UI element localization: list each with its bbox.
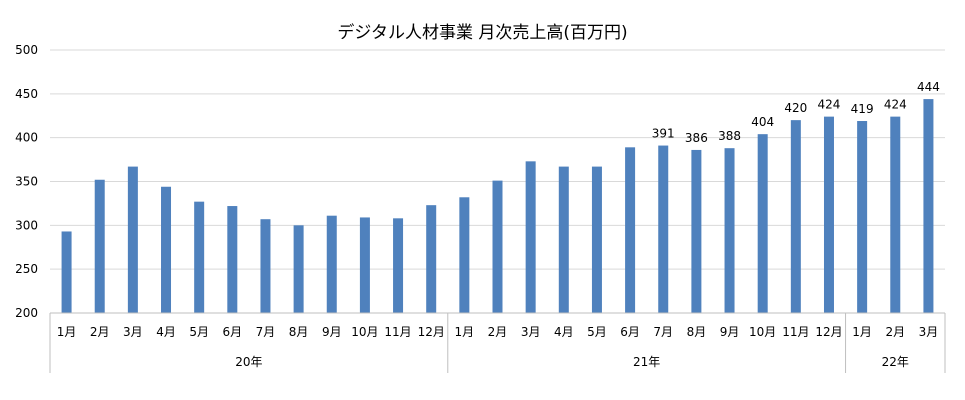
year-group-label: 20年 (235, 355, 262, 369)
y-tick-label: 500 (15, 43, 38, 57)
bar (194, 201, 205, 313)
x-tick-label: 10月 (351, 325, 378, 339)
y-tick-label: 200 (15, 306, 38, 320)
x-tick-label: 3月 (919, 325, 939, 339)
bar (658, 145, 669, 313)
x-tick-label: 8月 (687, 325, 707, 339)
x-tick-label: 7月 (653, 325, 673, 339)
data-label: 424 (884, 98, 907, 112)
bar (161, 186, 172, 313)
bar (823, 116, 834, 313)
bar (790, 120, 801, 313)
bar (890, 116, 901, 313)
bar (459, 197, 470, 313)
x-tick-label: 11月 (384, 325, 411, 339)
x-tick-label: 3月 (521, 325, 541, 339)
x-tick-label: 5月 (587, 325, 607, 339)
bar (127, 166, 138, 313)
bar (393, 218, 404, 313)
x-tick-label: 12月 (418, 325, 445, 339)
bar (61, 231, 72, 313)
bar (591, 166, 602, 313)
bar (757, 134, 768, 313)
bar (724, 148, 735, 313)
year-group-label: 21年 (633, 355, 660, 369)
x-tick-label: 8月 (289, 325, 309, 339)
x-tick-label: 2月 (488, 325, 508, 339)
bar (227, 206, 238, 313)
data-label: 388 (718, 129, 741, 143)
data-label: 420 (784, 101, 807, 115)
x-tick-label: 12月 (815, 325, 842, 339)
bar (558, 166, 569, 313)
bar (293, 225, 304, 313)
bar (492, 180, 503, 313)
data-label: 424 (818, 98, 841, 112)
x-tick-label: 10月 (749, 325, 776, 339)
bar (326, 215, 337, 313)
bar (691, 149, 702, 313)
bar (426, 205, 437, 313)
y-tick-label: 300 (15, 218, 38, 232)
bar (260, 219, 271, 313)
x-tick-label: 4月 (554, 325, 574, 339)
data-label: 391 (652, 127, 675, 141)
bar (625, 147, 636, 313)
x-tick-label: 6月 (620, 325, 640, 339)
data-label: 419 (851, 102, 874, 116)
x-tick-label: 5月 (189, 325, 209, 339)
bar (923, 99, 934, 314)
x-tick-label: 6月 (222, 325, 242, 339)
x-tick-label: 1月 (57, 325, 77, 339)
x-tick-label: 4月 (156, 325, 176, 339)
x-tick-label: 7月 (256, 325, 276, 339)
x-tick-label: 9月 (720, 325, 740, 339)
x-tick-label: 1月 (852, 325, 872, 339)
x-tick-label: 3月 (123, 325, 143, 339)
x-tick-label: 2月 (90, 325, 110, 339)
data-label: 444 (917, 80, 940, 94)
x-tick-label: 1月 (455, 325, 475, 339)
bar (94, 179, 105, 313)
data-label: 386 (685, 131, 708, 145)
y-tick-label: 450 (15, 87, 38, 101)
bar (525, 161, 536, 313)
x-tick-label: 2月 (885, 325, 905, 339)
data-label: 404 (751, 115, 774, 129)
x-tick-label: 9月 (322, 325, 342, 339)
y-tick-label: 250 (15, 262, 38, 276)
y-tick-label: 400 (15, 131, 38, 145)
bar (857, 121, 868, 313)
bar (359, 217, 370, 313)
x-tick-label: 11月 (782, 325, 809, 339)
y-tick-label: 350 (15, 175, 38, 189)
year-group-label: 22年 (882, 355, 909, 369)
chart-title: デジタル人材事業 月次売上高(百万円) (337, 23, 628, 43)
